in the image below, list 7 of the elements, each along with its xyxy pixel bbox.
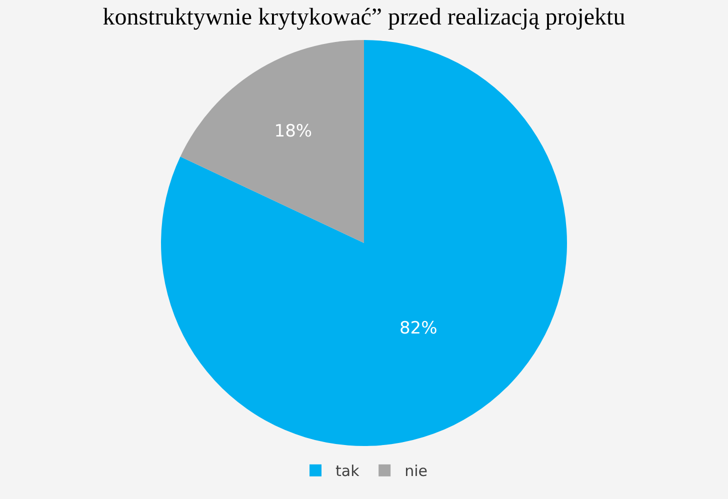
- pie-slice: [180, 40, 364, 243]
- data-label: 18%: [274, 121, 312, 142]
- chart-title: konstruktywnie krytykować” przed realizacją projektu: [102, 4, 626, 30]
- legend-label: nie: [404, 462, 428, 480]
- legend-label: tak: [336, 462, 360, 480]
- pie-slice: [161, 40, 567, 446]
- data-label: 82%: [399, 318, 438, 339]
